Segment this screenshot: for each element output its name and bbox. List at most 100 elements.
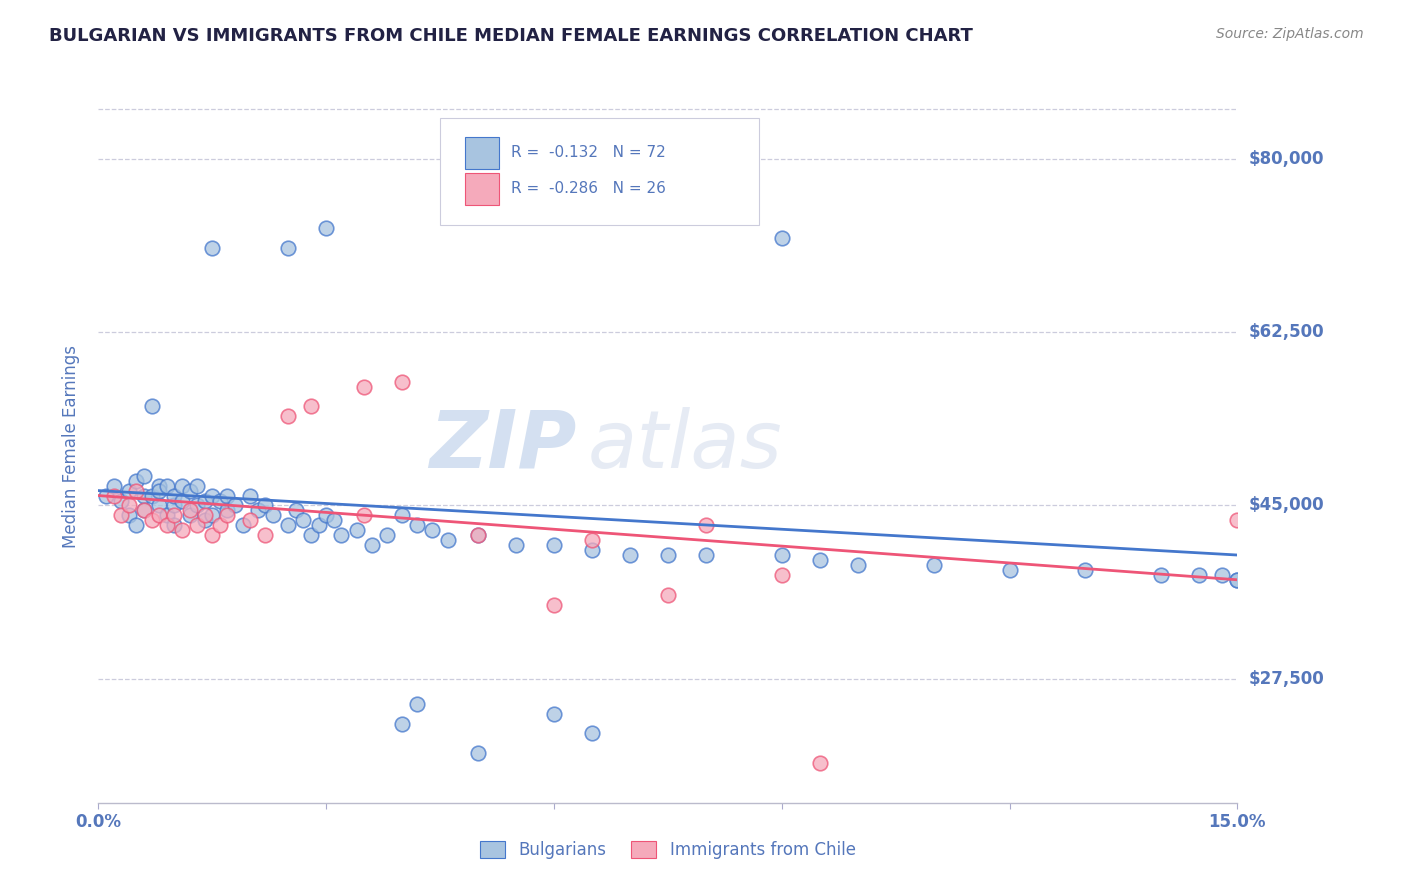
Point <box>186 499 208 513</box>
Point <box>125 518 148 533</box>
Point <box>1226 573 1249 587</box>
Point <box>118 508 141 523</box>
Point <box>391 375 413 389</box>
Point <box>1074 563 1097 577</box>
Point <box>770 567 793 582</box>
Point <box>179 483 201 498</box>
Text: R =  -0.132   N = 72: R = -0.132 N = 72 <box>510 145 665 161</box>
Point <box>208 493 231 508</box>
Point <box>1226 513 1249 527</box>
Point <box>391 716 413 731</box>
Point <box>148 508 170 523</box>
Point <box>543 706 565 721</box>
Point <box>232 518 254 533</box>
Point <box>619 548 641 562</box>
Point <box>179 503 201 517</box>
Point <box>201 241 224 255</box>
Point <box>299 400 322 414</box>
Point <box>217 508 239 523</box>
Point <box>194 493 217 508</box>
Point <box>132 468 155 483</box>
Point <box>217 489 239 503</box>
FancyBboxPatch shape <box>465 137 499 169</box>
Point <box>581 726 603 740</box>
Y-axis label: Median Female Earnings: Median Female Earnings <box>62 344 80 548</box>
Point <box>132 503 155 517</box>
Point <box>254 528 277 542</box>
Point <box>194 508 217 523</box>
Point <box>406 518 429 533</box>
Point <box>156 508 179 523</box>
Point <box>346 523 368 537</box>
Text: atlas: atlas <box>588 407 783 485</box>
Point <box>208 518 231 533</box>
Point <box>922 558 945 572</box>
Point <box>406 697 429 711</box>
Point <box>1226 573 1249 587</box>
Point <box>695 518 717 533</box>
Point <box>322 513 344 527</box>
Point <box>118 483 141 498</box>
Point <box>141 489 163 503</box>
Point <box>375 528 398 542</box>
Point <box>360 538 382 552</box>
Text: Source: ZipAtlas.com: Source: ZipAtlas.com <box>1216 27 1364 41</box>
Point <box>330 528 353 542</box>
Point <box>103 489 125 503</box>
Point <box>186 518 208 533</box>
Point <box>194 513 217 527</box>
Point <box>125 474 148 488</box>
Point <box>467 528 489 542</box>
Point <box>299 528 322 542</box>
Point <box>467 746 489 760</box>
Point <box>132 503 155 517</box>
Point <box>132 489 155 503</box>
Point <box>308 518 330 533</box>
Text: $80,000: $80,000 <box>1249 150 1324 168</box>
Point <box>467 528 489 542</box>
Point <box>846 558 869 572</box>
Point <box>148 478 170 492</box>
Point <box>581 533 603 548</box>
Point <box>422 523 444 537</box>
Point <box>543 538 565 552</box>
Point <box>998 563 1021 577</box>
Point <box>1150 567 1173 582</box>
Point <box>186 478 208 492</box>
Point <box>201 508 224 523</box>
Text: ZIP: ZIP <box>429 407 576 485</box>
Point <box>239 513 262 527</box>
Point <box>808 756 831 771</box>
Point <box>156 518 179 533</box>
Point <box>118 499 141 513</box>
Point <box>770 548 793 562</box>
Point <box>284 503 307 517</box>
Point <box>170 493 193 508</box>
Text: $27,500: $27,500 <box>1249 670 1324 688</box>
Point <box>156 478 179 492</box>
Point <box>163 499 186 513</box>
Point <box>277 409 299 424</box>
Point <box>353 508 375 523</box>
Point <box>543 598 565 612</box>
Point <box>94 489 117 503</box>
Point <box>277 241 299 255</box>
Text: $62,500: $62,500 <box>1249 323 1324 341</box>
Point <box>695 548 717 562</box>
FancyBboxPatch shape <box>465 173 499 205</box>
Point <box>657 588 679 602</box>
Point <box>179 508 201 523</box>
Point <box>770 231 793 245</box>
Point <box>141 513 163 527</box>
Point <box>505 538 527 552</box>
FancyBboxPatch shape <box>440 118 759 225</box>
Point <box>170 523 193 537</box>
Point <box>1211 567 1233 582</box>
Point <box>110 508 132 523</box>
Text: BULGARIAN VS IMMIGRANTS FROM CHILE MEDIAN FEMALE EARNINGS CORRELATION CHART: BULGARIAN VS IMMIGRANTS FROM CHILE MEDIA… <box>49 27 973 45</box>
Point <box>163 518 186 533</box>
Point <box>315 508 337 523</box>
Point <box>224 499 246 513</box>
Point <box>1188 567 1211 582</box>
Point <box>163 508 186 523</box>
